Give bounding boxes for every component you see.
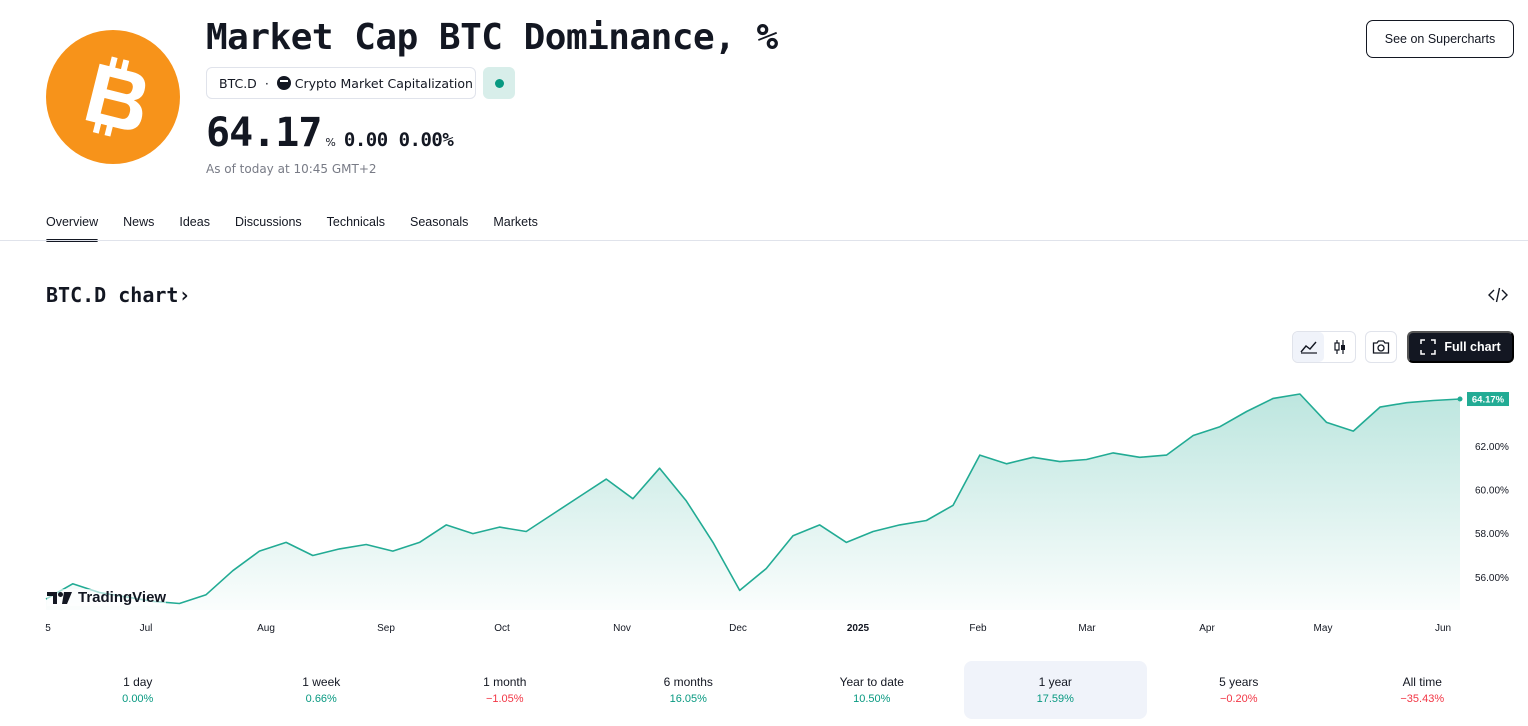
candles-chart-button[interactable] — [1324, 332, 1355, 362]
tab-markets[interactable]: Markets — [493, 215, 538, 229]
x-tick-label: Feb — [969, 623, 987, 634]
period-label: 6 months — [663, 675, 713, 689]
tradingview-icon — [276, 76, 291, 90]
chart-heading[interactable]: BTC.D chart› — [46, 283, 191, 307]
x-tick-label: Aug — [257, 623, 275, 634]
period-1-week[interactable]: 1 week 0.66% — [230, 661, 414, 719]
period-1-month[interactable]: 1 month −1.05% — [413, 661, 597, 719]
period-all-time[interactable]: All time −35.43% — [1331, 661, 1515, 719]
tab-technicals[interactable]: Technicals — [326, 215, 386, 229]
x-tick-label: Apr — [1199, 623, 1215, 634]
y-tick-label: 60.00% — [1475, 486, 1509, 497]
exchange-name: Crypto Market Capitalization — [294, 75, 473, 91]
performance-periods: 1 day 0.00% 1 week 0.66% 1 month −1.05% 6 mont… — [46, 661, 1514, 719]
period-1-year[interactable]: 1 year 17.59% — [963, 661, 1147, 719]
tab-ideas[interactable]: Ideas — [179, 215, 210, 229]
x-tick-label: Nov — [613, 623, 631, 634]
x-tick-label: Dec — [729, 623, 747, 634]
x-tick-label: May — [1314, 623, 1333, 634]
period-label: 5 years — [1219, 675, 1259, 689]
period-label: 1 week — [302, 675, 341, 689]
tab-news[interactable]: News — [123, 215, 155, 229]
x-tick-label: Mar — [1078, 623, 1096, 634]
x-tick-label: 5 — [45, 623, 51, 634]
last-value-label: 64.17% — [1472, 395, 1505, 406]
symbol-ticker: BTC.D — [219, 75, 257, 91]
y-tick-label: 62.00% — [1475, 442, 1509, 453]
symbol-info[interactable]: BTC.D · Crypto Market Capitalization — [206, 67, 476, 99]
camera-icon — [1372, 340, 1390, 354]
last-value-badge — [1467, 392, 1509, 407]
period-change-value: −35.43% — [1400, 693, 1445, 705]
page-title: Market Cap BTC Dominance, % — [206, 17, 778, 58]
bitcoin-logo — [46, 30, 180, 164]
separator-dot: · — [264, 75, 269, 91]
period-change-value: 16.05% — [669, 693, 707, 705]
divider — [0, 240, 1528, 241]
x-tick-label: Jul — [140, 623, 153, 634]
x-tick-label: Jun — [1435, 623, 1451, 634]
area-chart-button[interactable] — [1293, 332, 1324, 362]
area-chart-icon — [1299, 341, 1317, 354]
last-point — [1457, 396, 1463, 402]
chart-heading-label: BTC.D chart — [46, 283, 179, 307]
price-row: 64.17 % 0.00 0.00% — [206, 110, 454, 156]
tradingview-logo-icon — [47, 591, 72, 604]
x-tick-label: 2025 — [847, 623, 870, 634]
period-6-months[interactable]: 6 months 16.05% — [597, 661, 781, 719]
candlestick-icon — [1333, 340, 1345, 354]
area-chart[interactable]: 56.00% 58.00% 60.00% 62.00% 64.17% 5 Jul Aug Se… — [0, 370, 1528, 640]
chevron-right-icon: › — [178, 283, 191, 307]
x-tick-label: Sep — [377, 623, 395, 634]
period-5-years[interactable]: 5 years −0.20% — [1147, 661, 1331, 719]
tradingview-brand-label: TradingView — [78, 589, 167, 606]
y-tick-label: 58.00% — [1475, 529, 1509, 540]
period-1-day[interactable]: 1 day 0.00% — [46, 661, 230, 719]
area-fill — [46, 394, 1460, 610]
period-year-to-date[interactable]: Year to date 10.50% — [780, 661, 964, 719]
tradingview-watermark[interactable]: TradingView — [47, 589, 167, 606]
period-change-value: −0.20% — [1219, 693, 1258, 705]
x-tick-label: Oct — [494, 623, 510, 634]
period-change-value: −1.05% — [485, 693, 524, 705]
as-of-timestamp: As of today at 10:45 GMT+2 — [206, 162, 377, 176]
market-status-badge[interactable] — [483, 67, 515, 99]
embed-code-icon[interactable] — [1488, 286, 1508, 304]
status-dot-icon — [494, 78, 504, 88]
price-change: 0.00 0.00% — [343, 129, 454, 151]
period-label: 1 month — [483, 675, 527, 689]
period-label: 1 day — [123, 675, 153, 689]
period-change-value: 10.50% — [853, 693, 891, 705]
y-tick-label: 56.00% — [1475, 573, 1509, 584]
current-price: 64.17 — [206, 110, 322, 156]
series-line — [45, 393, 1461, 605]
period-label: 1 year — [1038, 675, 1072, 689]
price-unit: % — [325, 136, 336, 149]
full-chart-button[interactable]: Full chart — [1407, 331, 1514, 363]
see-on-supercharts-button[interactable]: See on Supercharts — [1366, 20, 1514, 58]
period-change-value: 0.00% — [122, 693, 154, 705]
fullscreen-icon — [1420, 339, 1437, 355]
chart-style-toggle — [1292, 331, 1356, 363]
period-label: Year to date — [839, 675, 904, 689]
period-change-value: 0.66% — [305, 693, 337, 705]
tab-overview[interactable]: Overview — [46, 206, 99, 242]
tab-discussions[interactable]: Discussions — [234, 215, 302, 229]
tab-bar: Overview News Ideas Discussions Technicals Se… — [46, 206, 538, 242]
tab-seasonals[interactable]: Seasonals — [410, 215, 469, 229]
period-label: All time — [1402, 675, 1442, 689]
period-change-value: 17.59% — [1036, 693, 1074, 705]
full-chart-label: Full chart — [1444, 340, 1501, 354]
snapshot-button[interactable] — [1365, 331, 1397, 363]
